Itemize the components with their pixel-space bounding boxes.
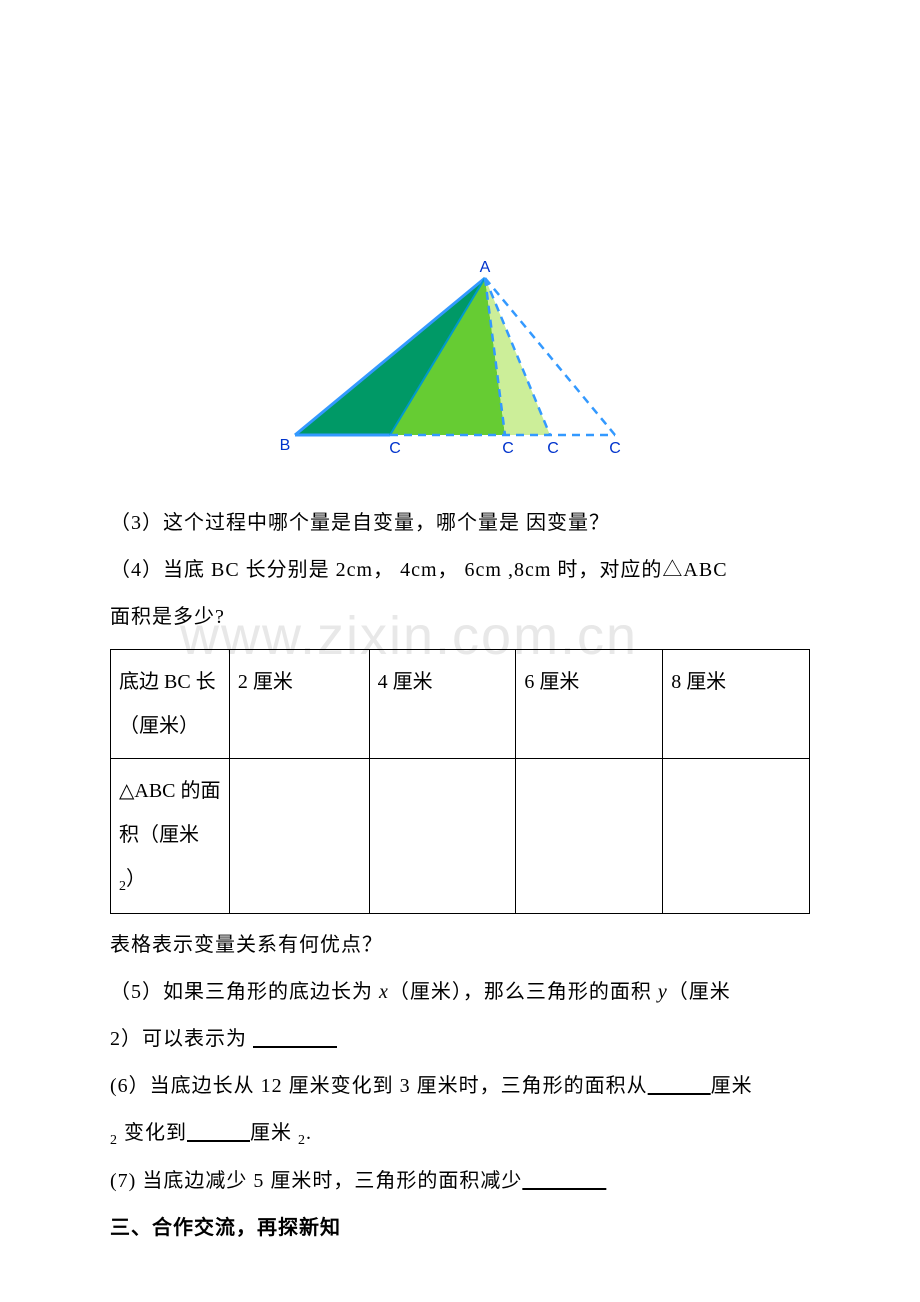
table-row: 底边 BC 长 （厘米） 2 厘米 4 厘米 6 厘米 8 厘米 [111, 650, 810, 759]
blank-input[interactable] [522, 1158, 606, 1205]
table-cell [369, 759, 516, 914]
section-3-heading: 三、合作交流，再探新知 [110, 1205, 810, 1252]
table-cell [663, 759, 810, 914]
question-7: (7) 当底边减少 5 厘米时，三角形的面积减少 [110, 1158, 810, 1205]
question-4-line1: （4）当底 BC 长分别是 2cm， 4cm， 6cm ,8cm 时，对应的△A… [110, 547, 810, 594]
question-5-line2: 2）可以表示为 [110, 1016, 810, 1063]
label-C3: C [547, 440, 559, 457]
table-row: △ABC 的面 积（厘米2） [111, 759, 810, 914]
table-cell: 6 厘米 [516, 650, 663, 759]
triangle-diagram: A B C C C C [260, 260, 660, 465]
question-3: （3）这个过程中哪个量是自变量，哪个量是 因变量？ [110, 500, 810, 547]
label-A: A [480, 260, 491, 276]
table-header-1: 底边 BC 长 （厘米） [111, 650, 230, 759]
data-table: 底边 BC 长 （厘米） 2 厘米 4 厘米 6 厘米 8 厘米 △ABC 的面… [110, 649, 810, 914]
table-note: 表格表示变量关系有何优点？ [110, 922, 810, 969]
blank-input[interactable] [187, 1110, 250, 1157]
table-header-2: △ABC 的面 积（厘米2） [111, 759, 230, 914]
blank-input[interactable] [648, 1063, 711, 1110]
question-6-line2: 2 变化到 厘米 2. [110, 1110, 810, 1158]
table-cell [229, 759, 369, 914]
label-C2: C [502, 440, 514, 457]
blank-input[interactable] [253, 1016, 337, 1063]
triangle-diagram-container: A B C C C C [110, 260, 810, 465]
question-4-line2: 面积是多少? [110, 594, 810, 641]
question-5-line1: （5）如果三角形的底边长为 x（厘米），那么三角形的面积 y（厘米 [110, 969, 810, 1016]
table-cell [516, 759, 663, 914]
table-cell: 4 厘米 [369, 650, 516, 759]
table-cell: 2 厘米 [229, 650, 369, 759]
question-6-line1: (6）当底边长从 12 厘米变化到 3 厘米时，三角形的面积从 厘米 [110, 1063, 810, 1110]
label-C1: C [389, 440, 401, 457]
label-C4: C [609, 440, 621, 457]
label-B: B [280, 437, 291, 454]
table-cell: 8 厘米 [663, 650, 810, 759]
